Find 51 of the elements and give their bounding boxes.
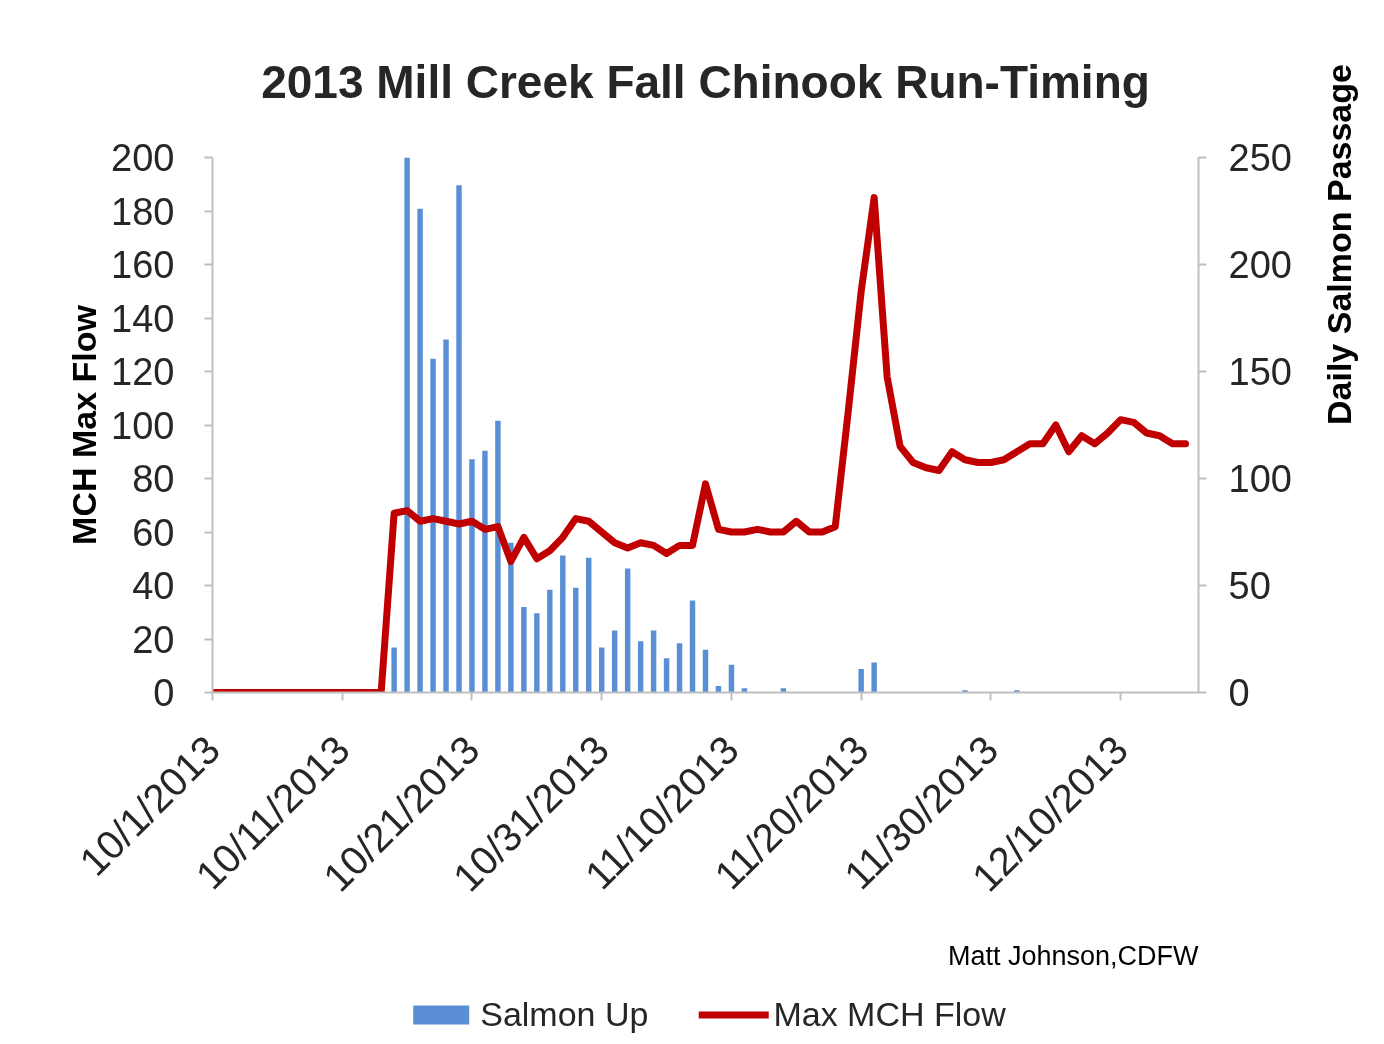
y-tick-label: 100 [111,404,175,447]
bar [858,668,864,693]
bar [586,557,592,693]
chart-title: 2013 Mill Creek Fall Chinook Run-Timing [261,55,1150,108]
bar [547,589,553,693]
y-tick-label: 20 [132,618,175,661]
bar [521,606,527,693]
bar [650,630,657,693]
bar [404,157,410,693]
text: Matt Johnson,CDFW [947,940,1200,971]
y-tick-label: 200 [111,137,175,179]
bar [598,647,605,693]
y2-tick-label: 150 [1228,351,1292,393]
y-tick-label: 160 [111,244,175,286]
bar [560,555,566,693]
y-tick-label: 140 [111,297,175,340]
y-tick-label: 60 [132,511,175,554]
y2-tick-label: 100 [1228,458,1292,500]
y-tick-label: 120 [111,351,175,393]
bar [573,587,579,693]
y2-tick-label: 0 [1228,672,1250,714]
bar [871,662,877,693]
bar [443,339,449,693]
bar [962,690,968,693]
y2-tick-label: 250 [1228,137,1292,179]
y-tick-label: 0 [153,672,175,714]
bar [495,420,501,693]
y-tick-label: 80 [132,458,175,500]
y2-tick-label: 50 [1228,565,1271,607]
y2-tick-label: 200 [1228,244,1292,286]
bar [391,647,397,693]
bar [456,185,462,693]
bar [482,450,488,693]
bar [534,613,540,693]
legend-label: Salmon Up [480,994,649,1034]
bar [469,459,475,693]
y-axis-title: MCH Max Flow [65,304,104,545]
y2-axis-title: Daily Salmon Passage [1319,64,1358,425]
y-tick-label: 40 [132,565,175,607]
bar [689,600,696,693]
bar [417,208,423,693]
bar [624,568,631,693]
bar [611,630,618,693]
bar [676,643,683,693]
legend-label: Max MCH Flow [773,994,1006,1034]
bar [702,649,709,693]
y-tick-label: 180 [111,190,175,233]
bar [637,641,644,693]
bar [430,358,436,693]
bar [663,658,670,693]
bar [1014,690,1020,693]
